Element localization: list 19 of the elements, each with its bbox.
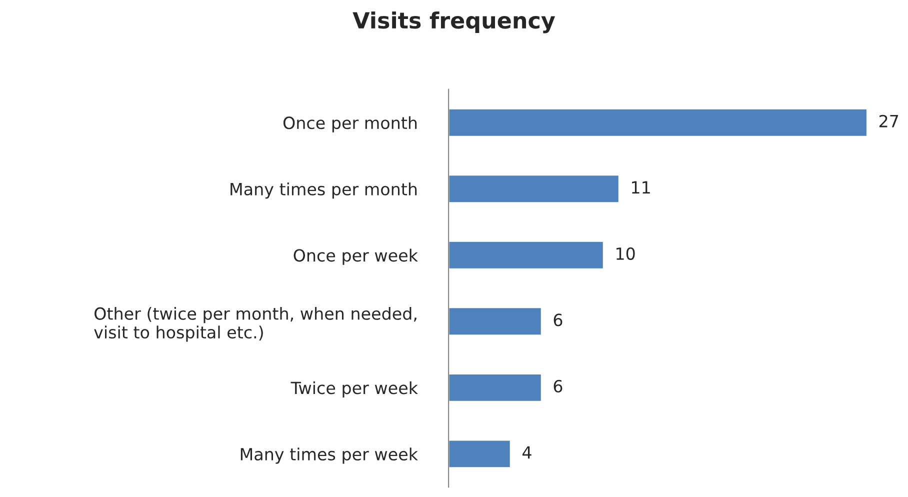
bar	[448, 240, 604, 270]
data-label: 11	[632, 181, 650, 194]
bar	[448, 174, 620, 204]
y-tick-label: Twice per week	[290, 381, 418, 398]
data-label: 27	[879, 114, 898, 128]
data-label: 10	[616, 247, 635, 260]
bar	[448, 306, 542, 336]
y-tick-label: Many times per month	[230, 182, 417, 199]
data-label: 4	[522, 446, 532, 459]
y-tick-label: Other (twice per month, when needed, visit to hospital etc.)	[94, 306, 416, 342]
data-label: 6	[554, 314, 562, 326]
bar	[448, 439, 512, 469]
y-tick-label: Once per month	[283, 116, 417, 132]
y-tick-label: Many times per week	[240, 448, 418, 464]
data-label: 6	[554, 380, 562, 392]
bar	[448, 108, 868, 138]
bar	[448, 373, 542, 402]
chart-title: Visits frequency	[352, 12, 556, 34]
y-tick-label: Once per week	[294, 248, 418, 265]
